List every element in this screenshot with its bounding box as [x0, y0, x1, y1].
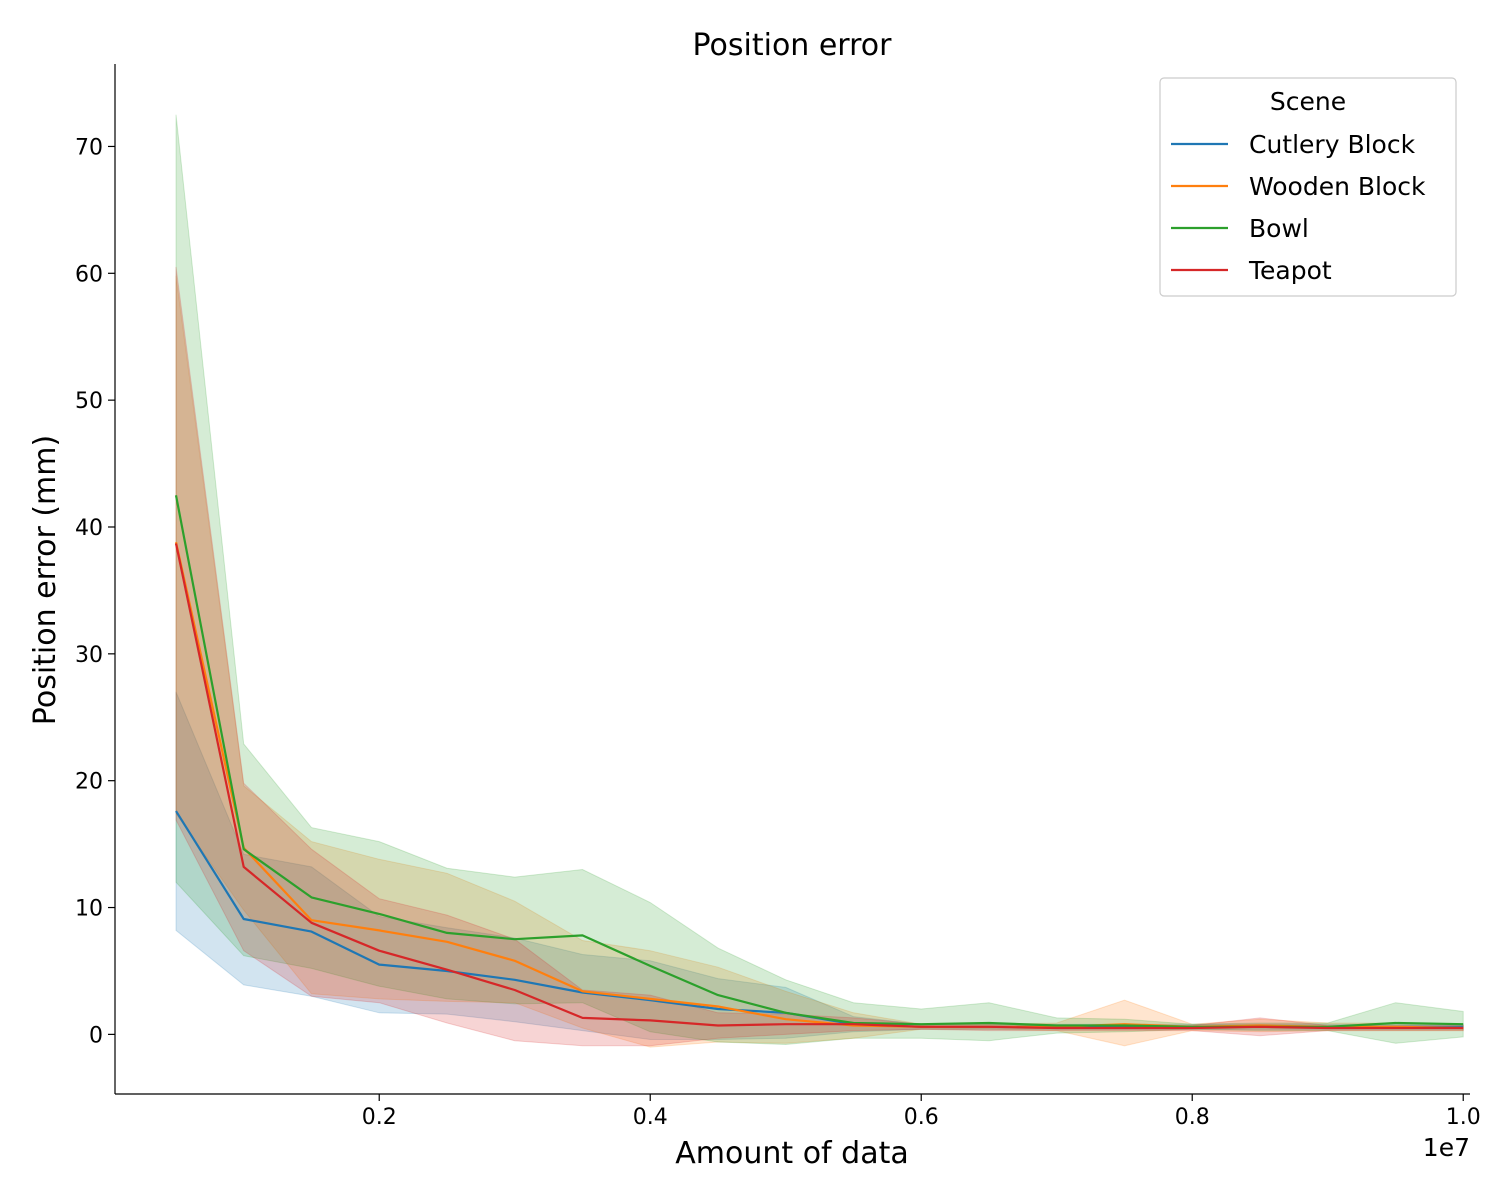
series-band-3 [175, 266, 1464, 1047]
y-tick-label: 0 [89, 1023, 103, 1048]
series-lines [174, 495, 1464, 1030]
legend: Scene Cutlery Block Wooden Block Bowl Teapo… [1159, 77, 1457, 297]
legend-label: Bowl [1249, 214, 1309, 243]
legend-title: Scene [1270, 87, 1346, 116]
y-tick-label: 10 [75, 897, 103, 922]
series-band-0 [175, 691, 1464, 1040]
y-axis-label: Position error (mm) [28, 435, 63, 725]
confidence-bands [175, 114, 1464, 1048]
x-tick-label: 0.4 [633, 1105, 668, 1130]
legend-label: Cutlery Block [1249, 130, 1416, 159]
legend-label: Teapot [1248, 256, 1332, 285]
y-tick-label: 40 [75, 516, 103, 541]
x-axis-label: Amount of data [675, 1136, 908, 1171]
y-tick-label: 20 [75, 770, 103, 795]
y-tick-label: 60 [75, 262, 103, 287]
y-tick-label: 70 [75, 135, 103, 160]
series-band-2 [175, 114, 1464, 1046]
x-tick-label: 0.2 [362, 1105, 397, 1130]
chart-title: Position error [693, 28, 893, 63]
x-axis-offset-text: 1e7 [1423, 1133, 1470, 1162]
x-tick-label: 0.6 [904, 1105, 939, 1130]
legend-label: Wooden Block [1249, 172, 1426, 201]
x-tick-label: 1.0 [1446, 1105, 1481, 1130]
series-line-3 [174, 543, 1464, 1030]
legend-box [1159, 77, 1457, 297]
y-tick-label: 50 [75, 389, 103, 414]
x-ticks: 0.2 0.4 0.6 0.8 1.0 [362, 1094, 1481, 1130]
y-ticks: 0 10 20 30 40 50 60 70 [75, 135, 115, 1048]
legend-entries: Cutlery Block Wooden Block Bowl Teapot [1171, 130, 1426, 285]
y-tick-label: 30 [75, 643, 103, 668]
series-band-1 [175, 275, 1464, 1048]
x-tick-label: 0.8 [1175, 1105, 1210, 1130]
axes [114, 64, 1470, 1095]
